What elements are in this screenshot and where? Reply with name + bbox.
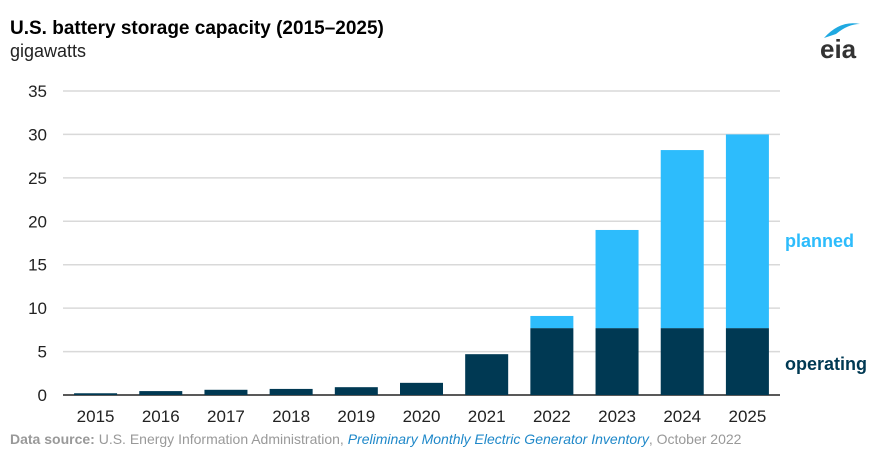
y-tick-label: 5 xyxy=(38,343,47,362)
bar-operating-2022 xyxy=(530,328,574,395)
bar-planned-2024 xyxy=(660,150,704,329)
x-tick-label: 2016 xyxy=(142,407,180,426)
data-source: Data source: U.S. Energy Information Adm… xyxy=(10,431,741,447)
x-tick-label: 2021 xyxy=(468,407,506,426)
source-org: U.S. Energy Information Administration, xyxy=(98,431,344,447)
y-tick-label: 15 xyxy=(28,256,47,275)
x-tick-label: 2017 xyxy=(207,407,245,426)
y-tick-label: 20 xyxy=(28,212,47,231)
chart-title: U.S. battery storage capacity (2015–2025… xyxy=(10,18,384,39)
legend-label-operating: operating xyxy=(785,354,867,374)
bar-planned-2025 xyxy=(725,134,769,329)
bar-operating-2020 xyxy=(400,382,443,395)
bar-operating-2016 xyxy=(139,391,183,395)
bar-operating-2018 xyxy=(269,388,313,395)
x-tick-label: 2015 xyxy=(77,407,115,426)
svg-text:eia: eia xyxy=(820,34,857,62)
x-tick-label: 2023 xyxy=(598,407,636,426)
bar-operating-2021 xyxy=(465,354,509,395)
bar-operating-2023 xyxy=(595,328,639,395)
source-date: , October 2022 xyxy=(648,431,742,447)
x-tick-label: 2019 xyxy=(337,407,375,426)
bar-planned-2022 xyxy=(530,315,574,329)
x-tick-label: 2020 xyxy=(403,407,441,426)
y-tick-label: 10 xyxy=(28,299,47,318)
x-tick-label: 2018 xyxy=(272,407,310,426)
bar-operating-2025 xyxy=(725,328,769,395)
eia-logo: eia xyxy=(818,18,866,67)
x-tick-label: 2022 xyxy=(533,407,571,426)
x-tick-label: 2025 xyxy=(728,407,766,426)
bar-operating-2015 xyxy=(74,393,118,395)
y-tick-label: 25 xyxy=(28,169,47,188)
bar-operating-2019 xyxy=(334,387,378,395)
y-tick-label: 0 xyxy=(38,386,47,405)
y-tick-label: 35 xyxy=(28,82,47,101)
bar-operating-2017 xyxy=(204,389,248,395)
x-tick-label: 2024 xyxy=(663,407,701,426)
source-publication[interactable]: Preliminary Monthly Electric Generator I… xyxy=(347,431,649,447)
source-label: Data source: xyxy=(10,431,95,447)
bar-planned-2023 xyxy=(595,229,639,329)
y-tick-label: 30 xyxy=(28,125,47,144)
bar-operating-2024 xyxy=(660,328,704,395)
legend-label-planned: planned xyxy=(785,231,854,251)
chart-subtitle: gigawatts xyxy=(10,41,87,61)
